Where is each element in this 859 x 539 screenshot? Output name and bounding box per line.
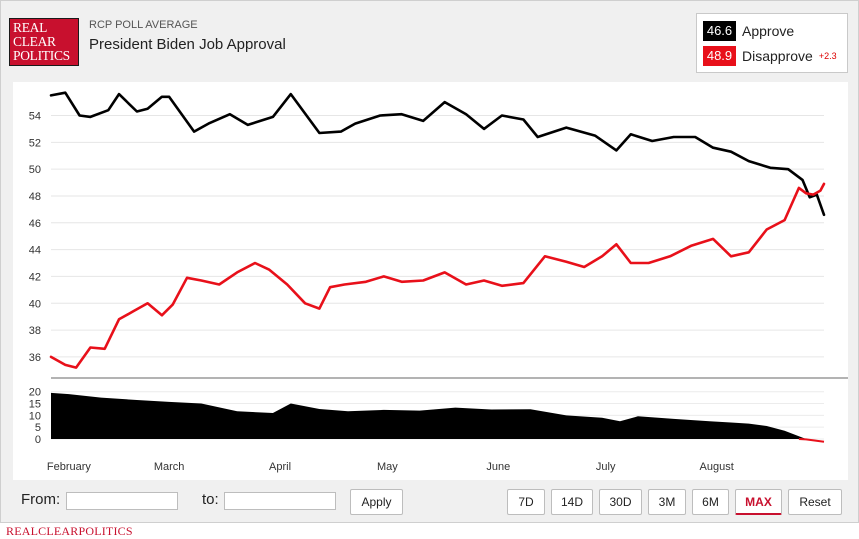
range-7d-button[interactable]: 7D: [507, 489, 545, 515]
y-tick-label: 42: [29, 271, 41, 283]
range-14d-button[interactable]: 14D: [551, 489, 593, 515]
from-label: From:: [21, 491, 61, 508]
sub-y-tick-label: 0: [35, 434, 41, 446]
x-tick-label: March: [154, 461, 185, 473]
x-tick-label: August: [700, 461, 734, 473]
logo-line-3: POLITICS: [13, 48, 70, 63]
x-tick-label: February: [47, 461, 92, 473]
y-tick-label: 52: [29, 137, 41, 149]
x-tick-label: June: [486, 461, 510, 473]
range-30d-button[interactable]: 30D: [599, 489, 642, 515]
sub-y-tick-label: 15: [29, 399, 41, 411]
y-tick-label: 40: [29, 298, 41, 310]
spread-negative: [798, 438, 825, 443]
from-date-input[interactable]: [66, 492, 178, 510]
legend-approve[interactable]: 46.6 Approve: [703, 21, 794, 41]
range-controls: From: to: Apply 7D 14D 30D 3M 6M MAX Res…: [1, 482, 858, 522]
widget-frame: REAL CLEAR POLITICS RCP POLL AVERAGE Pre…: [0, 0, 859, 523]
series-line-disapprove: [49, 182, 826, 369]
apply-button[interactable]: Apply: [350, 489, 403, 515]
legend-disapprove[interactable]: 48.9 Disapprove +2.3: [703, 46, 837, 66]
chart-title: President Biden Job Approval: [89, 36, 286, 53]
y-tick-label: 50: [29, 164, 41, 176]
range-max-button[interactable]: MAX: [735, 489, 782, 515]
sub-y-tick-label: 10: [29, 410, 41, 422]
sub-y-tick-label: 5: [35, 422, 41, 434]
y-tick-label: 44: [29, 245, 41, 257]
series-line-approve: [49, 91, 826, 217]
to-date-input[interactable]: [224, 492, 336, 510]
reset-button[interactable]: Reset: [788, 489, 842, 515]
x-tick-label: April: [269, 461, 291, 473]
x-tick-label: May: [377, 461, 398, 473]
disapprove-value: 48.9: [703, 46, 736, 66]
logo-line-1: REAL: [13, 20, 48, 35]
disapprove-label: Disapprove: [742, 48, 813, 64]
disapprove-delta: +2.3: [818, 51, 837, 61]
x-tick-label: July: [596, 461, 616, 473]
approve-label: Approve: [742, 23, 795, 39]
rcp-logo[interactable]: REAL CLEAR POLITICS: [9, 18, 79, 66]
y-tick-label: 48: [29, 191, 41, 203]
spread-area: [51, 392, 824, 439]
range-6m-button[interactable]: 6M: [692, 489, 729, 515]
chart-kicker: RCP POLL AVERAGE: [89, 19, 198, 31]
to-label: to:: [202, 491, 219, 508]
y-tick-label: 46: [29, 218, 41, 230]
y-tick-label: 38: [29, 325, 41, 337]
logo-line-2: CLEAR: [13, 34, 56, 49]
y-tick-label: 54: [29, 111, 41, 123]
sub-y-tick-label: 20: [29, 387, 41, 399]
range-3m-button[interactable]: 3M: [648, 489, 686, 515]
legend-box: 46.6 Approve 48.9 Disapprove +2.3: [696, 13, 848, 73]
approve-value: 46.6: [703, 21, 736, 41]
y-tick-label: 36: [29, 352, 41, 364]
footer-brand: REALCLEARPOLITICS: [6, 524, 133, 538]
chart-plot-area: 36 38 40 42 44 46 48 50 52 54 0 5 10 15 20 February Marc…: [13, 82, 848, 480]
